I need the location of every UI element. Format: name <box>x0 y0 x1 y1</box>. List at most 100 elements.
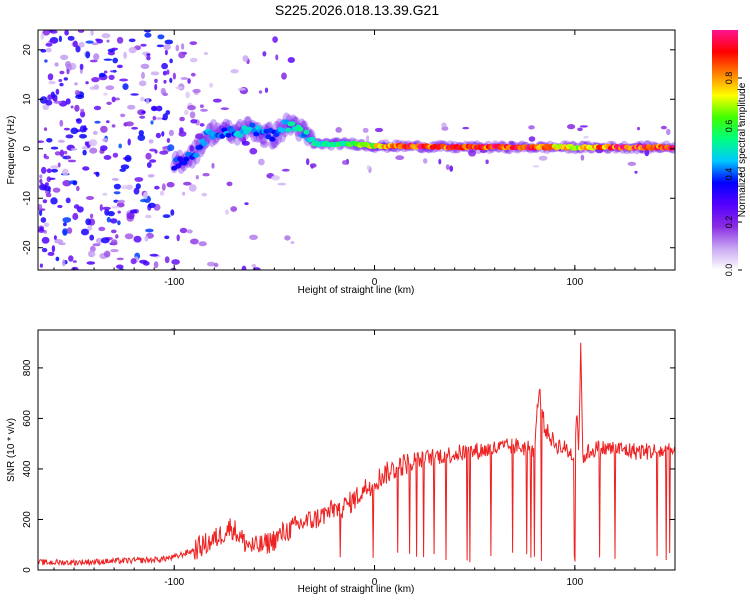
heatmap-noise-cell <box>182 191 186 196</box>
heatmap-noise-cell <box>62 168 69 176</box>
colorbar: 0.0 0.2 0.4 0.6 0.8 Normalized spectral ampl… <box>712 30 748 276</box>
heatmap-noise-cell <box>145 152 152 160</box>
snr-y-ticks: 0 200 400 600 800 <box>22 359 675 573</box>
heatmap-noise-cell <box>145 98 150 104</box>
heatmap-noise-cell <box>162 214 171 219</box>
heatmap-noise-cell <box>119 78 129 82</box>
heatmap-ridge-cell <box>249 122 256 128</box>
heatmap-noise-cell <box>115 234 119 239</box>
heatmap-noise-cell <box>121 185 128 190</box>
heatmap-noise-cell <box>159 190 165 196</box>
heatmap-noise-cell <box>148 202 156 208</box>
heatmap-noise-cell <box>213 262 219 268</box>
heatmap-noise-cell <box>220 107 229 110</box>
heatmap-noise-cell <box>82 149 87 156</box>
heatmap-noise-cell <box>108 74 115 80</box>
heatmap-noise-cell <box>230 206 238 212</box>
heatmap-noise-cell <box>89 147 98 154</box>
heatmap-noise-cell <box>147 174 155 178</box>
heatmap-noise-cell <box>74 89 80 96</box>
heatmap-noise-cell <box>50 165 59 170</box>
heatmap-noise-cell <box>53 97 58 102</box>
heatmap-noise-cell <box>175 44 180 52</box>
heatmap-noise-cell <box>567 124 576 130</box>
heatmap-noise-cell <box>167 144 175 152</box>
heatmap-noise-cell <box>178 51 186 59</box>
heatmap-noise-cell <box>166 138 171 143</box>
heatmap-noise-cell <box>41 236 50 244</box>
heatmap-noise-cell <box>45 190 50 194</box>
heatmap-noise-cell <box>468 149 476 157</box>
heatmap-noise-cell <box>78 41 85 48</box>
heatmap-noise-cell <box>103 70 108 74</box>
heatmap-noise-cell <box>70 127 79 135</box>
heatmap-noise-cell <box>202 173 210 177</box>
heatmap-noise-cell <box>111 124 116 128</box>
heatmap-noise-cell <box>98 226 106 232</box>
heatmap-noise-cell <box>133 187 140 195</box>
heatmap-noise-cell <box>116 264 124 269</box>
heatmap-noise-cell <box>144 235 149 242</box>
y-tick-label: 600 <box>22 410 33 427</box>
heatmap-noise-cell <box>89 234 95 241</box>
heatmap-noise-cell <box>140 199 147 203</box>
colorbar-tick-label: 0.8 <box>724 72 734 85</box>
heatmap-noise-cell <box>85 196 95 200</box>
heatmap-ridge-cell <box>201 141 208 147</box>
heatmap-noise-cell <box>441 126 449 131</box>
heatmap-noise-cell <box>156 44 165 48</box>
heatmap-noise-cell <box>538 155 548 161</box>
heatmap-noise-cell <box>110 249 119 253</box>
heatmap-noise-cell <box>40 217 47 223</box>
heatmap-ridge-cell <box>219 133 226 139</box>
heatmap-noise-cell <box>528 125 535 130</box>
heatmap-noise-cell <box>128 38 136 43</box>
heatmap-noise-cell <box>74 82 78 86</box>
heatmap-noise-cell <box>335 126 343 133</box>
heatmap-noise-cell <box>141 71 145 80</box>
heatmap-noise-cell <box>93 84 100 90</box>
heatmap-noise-cell <box>241 265 247 270</box>
heatmap-noise-cell <box>72 260 77 263</box>
heatmap-noise-cell <box>65 197 71 204</box>
heatmap-noise-cell <box>62 180 72 187</box>
heatmap-noise-cell <box>579 125 588 128</box>
heatmap-noise-cell <box>100 125 108 133</box>
heatmap-noise-cell <box>42 199 48 204</box>
heatmap-noise-cell <box>423 158 428 164</box>
heatmap-noise-cell <box>110 239 118 246</box>
heatmap-noise-cell <box>116 36 124 44</box>
heatmap-noise-cell <box>103 155 112 160</box>
heatmap-noise-cell <box>117 220 121 226</box>
heatmap-noise-cell <box>438 158 442 165</box>
heatmap-noise-cell <box>101 33 111 39</box>
heatmap-noise-cell <box>149 159 157 163</box>
heatmap-noise-cell <box>58 35 63 42</box>
heatmap-frame <box>37 29 676 271</box>
heatmap-noise-cell <box>113 191 121 195</box>
heatmap-noise-cell <box>374 127 384 133</box>
heatmap-ridge-halo <box>191 139 200 154</box>
heatmap-noise-cell <box>161 183 166 191</box>
heatmap-noise-cell <box>93 105 102 111</box>
heatmap-noise-cell <box>179 116 185 122</box>
heatmap-noise-cell <box>124 121 134 127</box>
heatmap-noise-cell <box>183 109 189 116</box>
heatmap-noise-cell <box>290 241 295 244</box>
heatmap-noise-cell <box>80 110 86 118</box>
heatmap-noise-cell <box>111 205 120 209</box>
heatmap-noise-cell <box>258 90 263 94</box>
heatmap-ridge-cell <box>177 156 184 162</box>
heatmap-noise-cell <box>89 213 94 219</box>
heatmap-noise-cell <box>133 235 142 243</box>
heatmap-noise-cell <box>189 57 198 63</box>
x-tick-label: 0 <box>372 277 378 288</box>
heatmap-noise-cell <box>164 235 170 240</box>
heatmap-noise-cell <box>203 52 208 55</box>
heatmap-noise-cell <box>139 259 148 264</box>
heatmap-noise-cell <box>63 150 68 155</box>
heatmap-noise-cell <box>89 59 98 63</box>
heatmap-noise-cell <box>43 127 48 131</box>
heatmap-noise-cell <box>176 234 180 242</box>
